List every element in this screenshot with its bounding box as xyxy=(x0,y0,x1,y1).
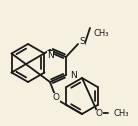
Text: CH₃: CH₃ xyxy=(113,108,128,118)
Text: O: O xyxy=(52,92,59,102)
Text: O: O xyxy=(95,109,103,118)
Text: CH₃: CH₃ xyxy=(94,28,109,38)
Text: S: S xyxy=(79,38,85,46)
Text: N: N xyxy=(70,71,77,80)
Text: N: N xyxy=(47,51,53,60)
